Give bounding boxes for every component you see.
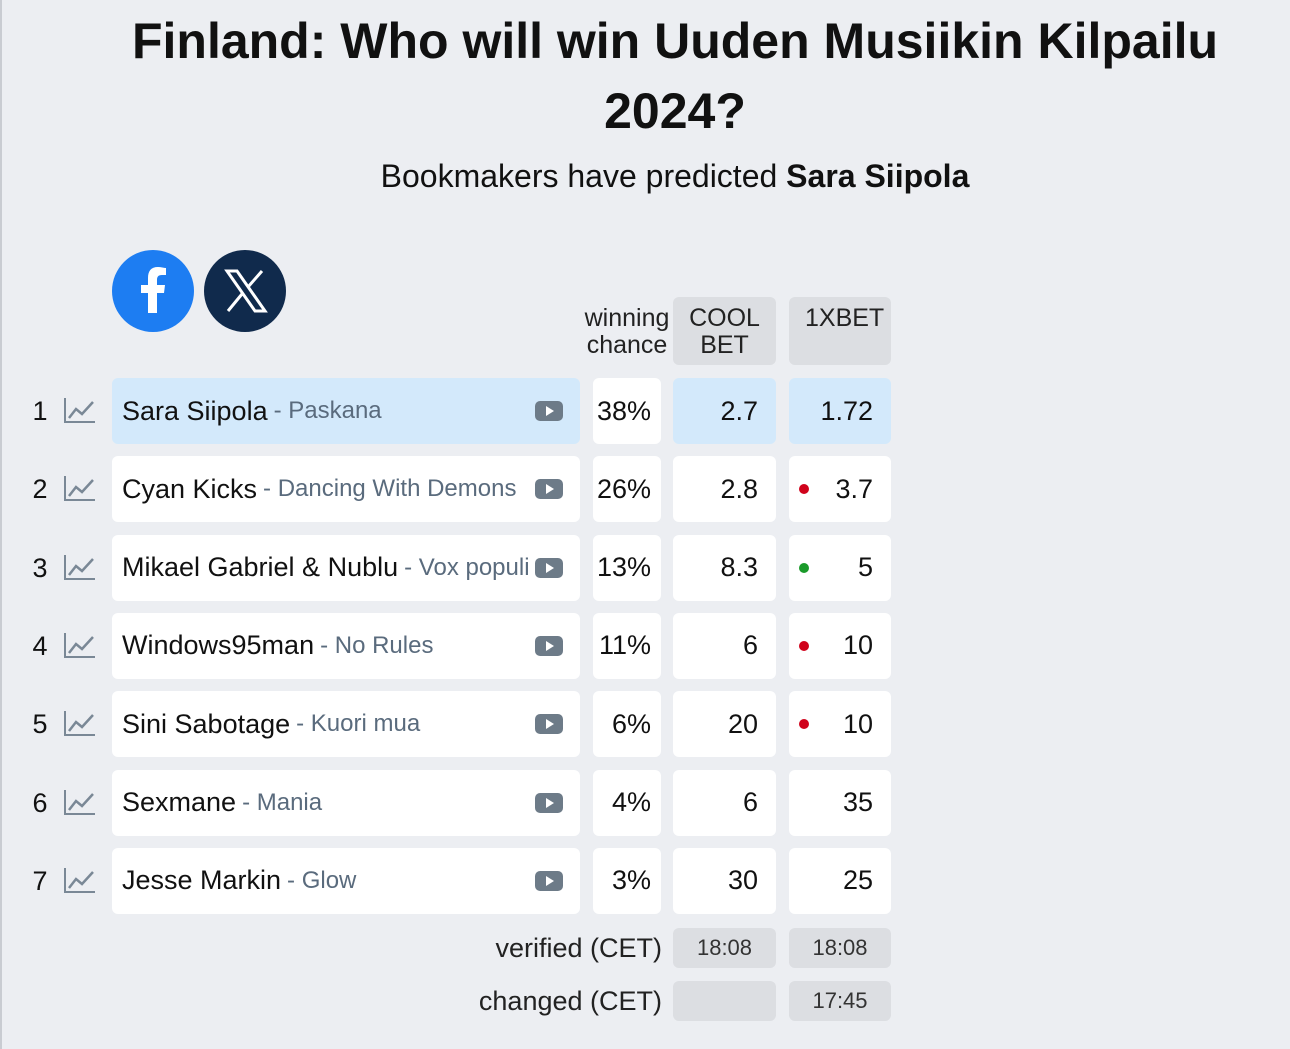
artist: Jesse Markin: [122, 865, 282, 896]
odds-cell: 6: [673, 769, 776, 836]
play-video-button[interactable]: [534, 478, 564, 501]
odds-cell: 10: [789, 612, 891, 679]
play-video-button[interactable]: [534, 400, 564, 422]
play-video-button[interactable]: [534, 713, 564, 736]
rank: 5: [32, 709, 48, 740]
footer-time: 18:08: [789, 928, 891, 968]
title: Finland: Who will win Uuden Musiikin Kil…: [131, 13, 1219, 139]
odds-cell: 20: [673, 691, 776, 758]
song: - Mania: [242, 788, 323, 816]
column-header: winning chance: [584, 304, 670, 359]
x-button[interactable]: [204, 250, 286, 332]
song: - No Rules: [320, 631, 434, 659]
rank: 6: [32, 787, 48, 818]
entry-cell: Sexmane - Mania: [112, 769, 580, 836]
footer-time: 18:08: [673, 928, 776, 968]
footer-time: [673, 981, 776, 1021]
trend-chart-button[interactable]: [63, 474, 97, 504]
chance-cell: 6%: [593, 691, 661, 758]
facebook-button[interactable]: [112, 250, 194, 332]
rank: 7: [32, 865, 48, 896]
song: - Paskana: [273, 397, 382, 424]
artist: Sexmane: [122, 787, 237, 817]
odds-cell: 25: [789, 847, 891, 914]
odds-cell: 1.72: [789, 378, 891, 444]
entry-cell: Jesse Markin - Glow: [112, 847, 580, 914]
play-video-button[interactable]: [534, 791, 564, 814]
odds-change-marker: [799, 719, 809, 730]
artist: Mikael Gabriel & Nublu: [122, 552, 399, 583]
song: - Glow: [287, 866, 357, 894]
rank: 3: [32, 552, 48, 583]
chance-cell: 3%: [593, 847, 661, 914]
footer-time: 17:45: [789, 981, 891, 1021]
odds-cell: 3.7: [789, 456, 891, 523]
artist: Windows95man: [122, 630, 315, 661]
play-video-button[interactable]: [534, 869, 564, 892]
entry-cell: Sini Sabotage - Kuori mua: [112, 691, 580, 758]
chance-cell: 26%: [593, 456, 661, 523]
trend-chart-button[interactable]: [63, 631, 97, 661]
chance-cell: 13%: [593, 534, 661, 601]
trend-chart-button[interactable]: [63, 866, 97, 896]
entry-cell: Cyan Kicks - Dancing With Demons: [112, 456, 580, 523]
footer-label: verified (CET): [495, 933, 662, 963]
artist: Cyan Kicks: [122, 473, 258, 504]
odds-change-marker: [799, 562, 809, 573]
subtitle-text: Bookmakers have predicted: [380, 158, 778, 194]
odds-cell: 35: [789, 769, 891, 836]
odds-cell: 10: [789, 691, 891, 758]
rank: 2: [32, 474, 48, 505]
entry-cell: Mikael Gabriel & Nublu - Vox populi: [112, 534, 580, 601]
song: - Vox populi: [404, 553, 530, 581]
play-video-button[interactable]: [534, 556, 564, 579]
chance-cell: 38%: [593, 378, 661, 444]
trend-chart-button[interactable]: [63, 788, 97, 818]
artist: Sara Siipola: [122, 395, 268, 426]
odds-cell: 5: [789, 534, 891, 601]
odds-cell: 2.7: [673, 378, 776, 444]
rank: 1: [32, 396, 48, 426]
footer-label: changed (CET): [478, 986, 662, 1016]
entry-cell: Windows95man - No Rules: [112, 612, 580, 679]
subtitle-pick: Sara Siipola: [786, 158, 970, 194]
song: - Kuori mua: [296, 710, 421, 738]
chance-cell: 11%: [593, 612, 661, 679]
trend-chart-button[interactable]: [63, 553, 97, 583]
odds-cell: 30: [673, 847, 776, 914]
play-video-button[interactable]: [534, 634, 564, 657]
entry-cell: Sara Siipola - Paskana: [112, 378, 580, 444]
trend-chart-button[interactable]: [63, 396, 97, 426]
chance-cell: 4%: [593, 769, 661, 836]
odds-cell: 8.3: [673, 534, 776, 601]
column-header: COOL BET: [673, 297, 776, 365]
column-header: 1XBET: [789, 297, 891, 365]
subtitle: Bookmakers have predicted Sara Siipola: [60, 156, 1290, 196]
odds-change-marker: [799, 640, 809, 651]
odds-cell: 2.8: [673, 456, 776, 523]
social-icons: [112, 250, 286, 332]
song: - Dancing With Demons: [263, 475, 517, 503]
artist: Sini Sabotage: [122, 708, 291, 739]
rank: 4: [32, 630, 48, 661]
trend-chart-button[interactable]: [63, 709, 97, 739]
odds-change-marker: [799, 484, 809, 495]
odds-cell: 6: [673, 612, 776, 679]
